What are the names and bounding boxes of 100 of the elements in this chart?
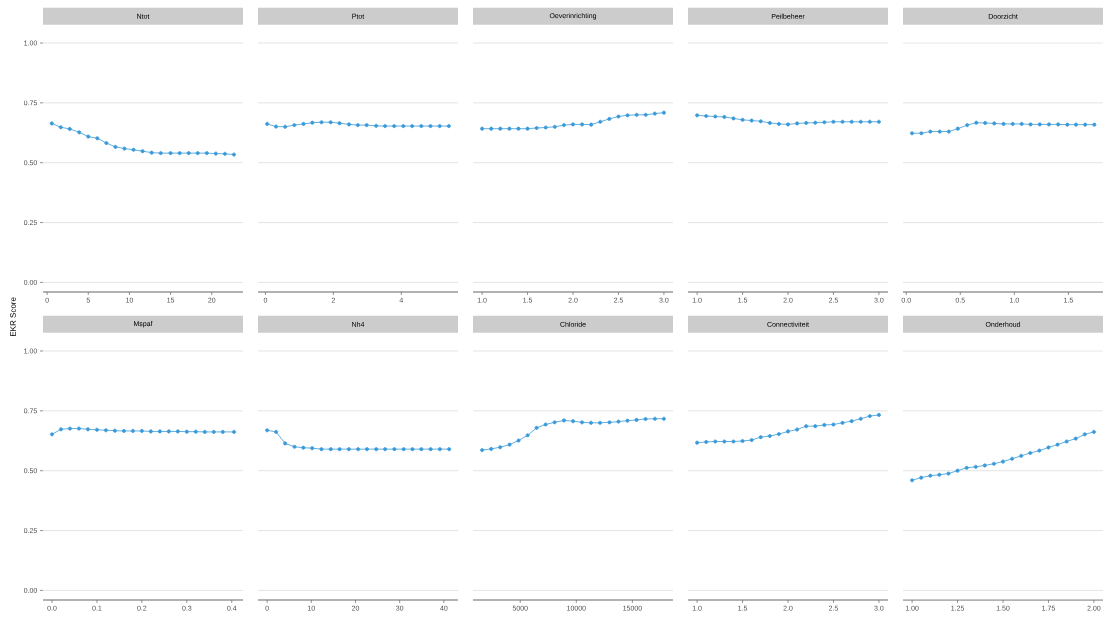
point xyxy=(946,471,951,476)
point xyxy=(1046,122,1051,127)
point xyxy=(804,424,809,429)
point xyxy=(992,121,997,126)
point xyxy=(498,126,503,131)
point xyxy=(498,445,503,450)
point xyxy=(177,151,182,156)
point xyxy=(822,120,827,125)
point xyxy=(158,151,163,156)
point xyxy=(858,119,863,124)
point xyxy=(392,447,397,452)
point xyxy=(525,126,530,131)
point xyxy=(516,126,521,131)
point xyxy=(909,131,914,136)
point xyxy=(731,116,736,121)
point xyxy=(1055,442,1060,447)
point xyxy=(786,122,790,127)
point xyxy=(795,427,800,432)
point xyxy=(1091,429,1096,434)
point xyxy=(1001,459,1005,464)
point xyxy=(113,144,118,149)
point xyxy=(822,422,827,427)
point xyxy=(1092,122,1097,127)
point xyxy=(374,447,379,452)
point xyxy=(1065,122,1070,127)
point xyxy=(767,433,772,438)
point xyxy=(1019,453,1024,458)
point xyxy=(1064,439,1069,444)
point xyxy=(713,439,718,444)
point xyxy=(661,416,666,421)
point xyxy=(767,120,772,125)
point xyxy=(849,119,854,124)
point xyxy=(67,126,72,131)
point xyxy=(1001,121,1006,126)
point xyxy=(1028,450,1033,455)
point xyxy=(695,113,700,118)
point xyxy=(149,150,154,155)
point xyxy=(186,151,191,156)
point xyxy=(946,129,951,134)
point xyxy=(910,478,915,483)
point xyxy=(507,442,512,447)
point xyxy=(625,113,630,118)
point xyxy=(222,151,227,156)
point xyxy=(634,417,639,422)
point xyxy=(428,447,433,452)
point xyxy=(813,424,818,429)
point xyxy=(776,432,781,437)
point xyxy=(831,119,836,124)
point xyxy=(758,119,763,124)
point xyxy=(831,422,836,427)
point xyxy=(534,125,539,130)
point xyxy=(383,447,388,452)
point xyxy=(643,112,648,117)
point xyxy=(480,126,485,131)
point xyxy=(580,420,585,425)
point xyxy=(104,141,109,146)
point xyxy=(319,447,324,452)
point xyxy=(410,447,415,452)
point xyxy=(652,416,657,421)
point xyxy=(1073,436,1078,441)
point xyxy=(77,130,82,135)
point xyxy=(525,433,530,438)
point xyxy=(140,149,145,154)
point xyxy=(364,447,369,452)
point xyxy=(758,435,763,440)
point xyxy=(283,441,288,446)
point xyxy=(328,447,333,452)
point xyxy=(634,112,639,117)
point xyxy=(1037,122,1042,127)
point xyxy=(561,418,566,423)
point xyxy=(937,129,942,134)
point xyxy=(86,134,91,139)
point xyxy=(643,416,648,421)
point xyxy=(231,152,236,157)
point xyxy=(991,461,996,466)
point xyxy=(983,120,988,125)
point xyxy=(437,447,442,452)
point xyxy=(552,124,557,129)
point xyxy=(507,126,512,131)
point xyxy=(795,121,800,126)
point xyxy=(955,468,960,473)
point xyxy=(625,418,630,423)
point xyxy=(49,121,54,126)
point xyxy=(786,429,790,434)
point xyxy=(489,446,494,451)
point xyxy=(571,122,576,127)
point xyxy=(534,425,539,430)
point xyxy=(1073,122,1078,127)
point xyxy=(301,445,306,450)
point xyxy=(310,446,315,451)
point xyxy=(195,151,200,156)
point xyxy=(419,447,424,452)
point xyxy=(867,119,872,124)
point xyxy=(401,447,406,452)
point xyxy=(964,465,969,470)
point xyxy=(1046,445,1051,450)
point xyxy=(589,420,594,425)
point xyxy=(346,447,351,452)
point xyxy=(840,420,845,425)
point xyxy=(928,473,933,478)
